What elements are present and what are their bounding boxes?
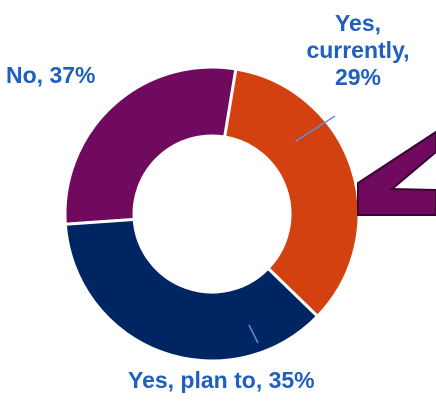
leader-line-yes-currently [295,115,336,142]
arrow-shape-icon [357,130,436,216]
leader-line-yes-plan-to [248,324,259,344]
data-label-yes-currently-line1: Yes, [334,10,382,36]
data-label-no: No, 37% [6,62,96,88]
data-label-yes-currently-line3: 29% [334,64,382,90]
donut-slice-yes-currently [63,65,238,226]
data-label-yes-plan-to: Yes, plan to, 35% [128,367,315,393]
donut-slice-yes-plan-to [222,67,361,319]
donut-slice-no [63,217,320,363]
data-label-yes-currently-line2: currently, [306,37,410,63]
data-label-yes-currently: Yes, currently, 29% [283,10,433,91]
